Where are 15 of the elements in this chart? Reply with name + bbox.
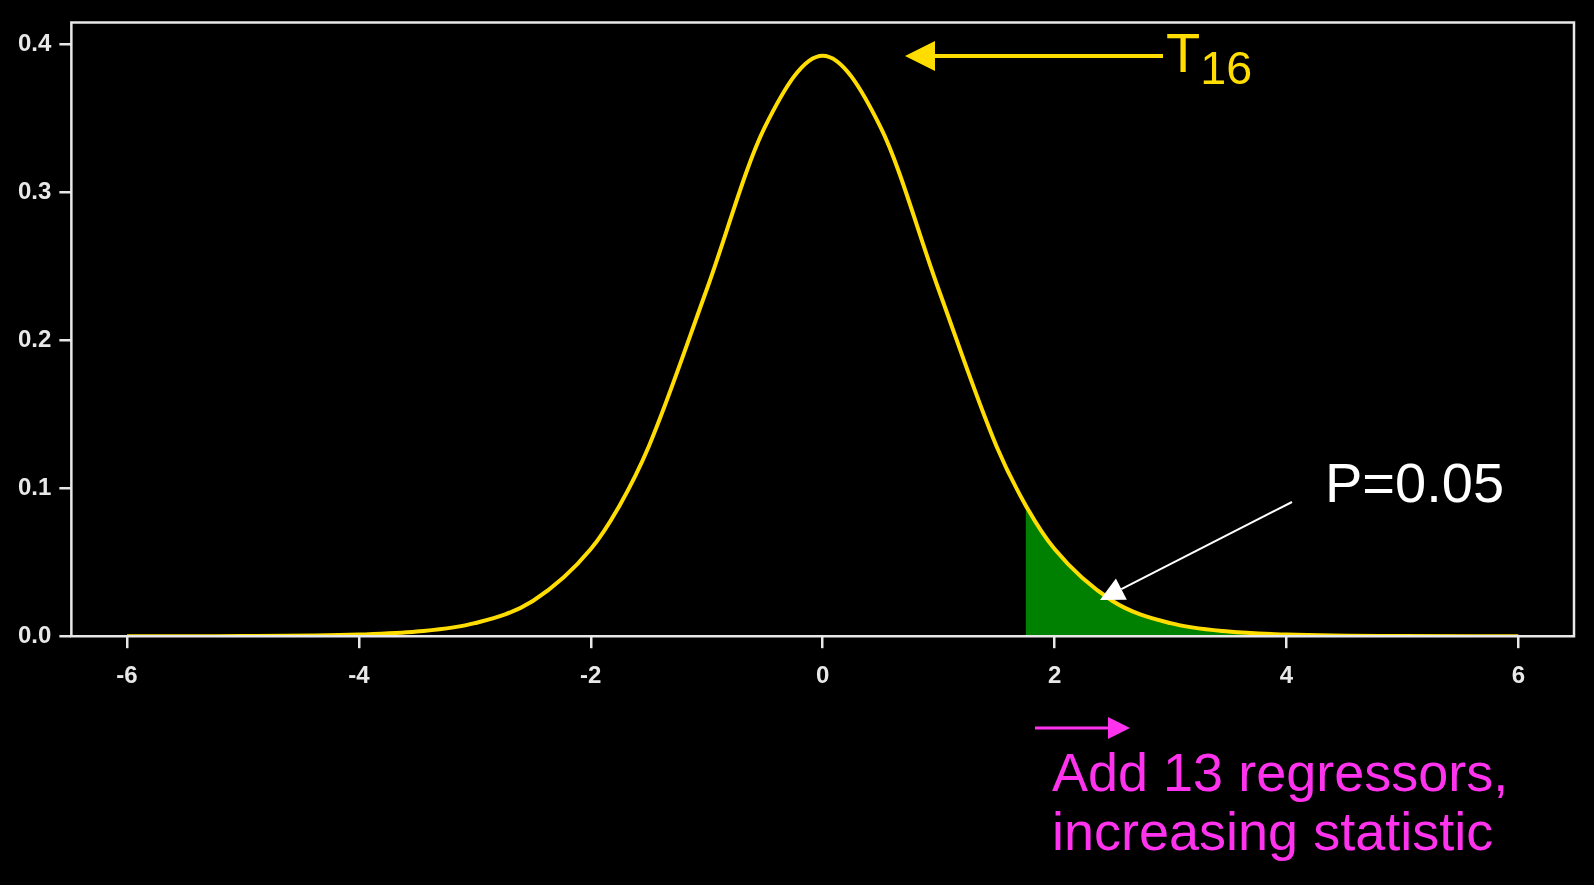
y-tick-label: 0.4 — [17, 29, 52, 57]
annotation: P=0.05 — [1325, 451, 1505, 514]
y-tick-label: 0.0 — [17, 620, 52, 648]
x-tick-label: 0 — [816, 661, 830, 689]
y-tick-label: 0.3 — [17, 177, 52, 205]
x-tick-label: 2 — [1047, 661, 1062, 689]
x-tick-label: -2 — [580, 661, 602, 689]
x-tick-label: -4 — [348, 661, 371, 689]
x-tick-label: 4 — [1279, 661, 1294, 689]
annotation: T$_{16}$ — [1166, 21, 1253, 95]
x-tick-label: 6 — [1511, 661, 1526, 689]
text: Add 13 regressors, increasing statistic — [1052, 742, 1509, 862]
x-tick-label: -6 — [116, 661, 138, 689]
y-tick-label: 0.1 — [17, 472, 52, 500]
y-tick-label: 0.2 — [17, 325, 52, 353]
